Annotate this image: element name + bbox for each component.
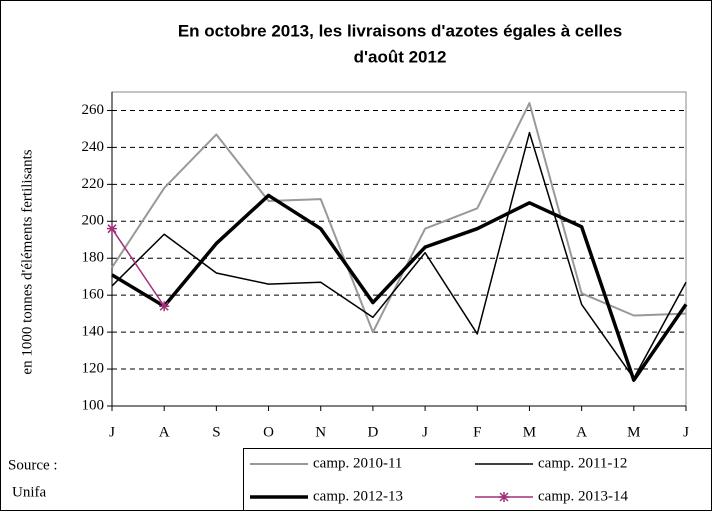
y-tick-label: 120: [82, 360, 105, 376]
x-tick-label: D: [367, 424, 378, 440]
legend-label: camp. 2013-14: [538, 488, 628, 504]
series-line: [111, 131, 687, 380]
point-marker: [159, 301, 170, 312]
legend-label: camp. 2012-13: [313, 488, 403, 504]
y-tick-label: 200: [82, 213, 105, 229]
x-tick-label: M: [523, 424, 536, 440]
series-line: [111, 102, 687, 334]
y-axis-label: en 1000 tonnes d'éléments fertilisants: [19, 149, 35, 374]
source-label: Source :: [8, 457, 58, 473]
y-tick-label: 160: [82, 287, 105, 303]
legend-marker: [499, 492, 509, 502]
y-tick-label: 220: [82, 176, 105, 192]
y-tick-label: 140: [82, 324, 105, 340]
y-tick-label: 100: [82, 397, 105, 413]
x-tick-label: A: [159, 424, 170, 440]
source: Unifa: [12, 484, 46, 500]
x-tick-label: J: [683, 424, 689, 440]
x-tick-label: M: [627, 424, 640, 440]
x-tick-label: S: [212, 424, 220, 440]
x-tick-label: J: [109, 424, 115, 440]
y-tick-label: 240: [82, 139, 105, 155]
x-tick-label: J: [422, 424, 428, 440]
chart-title: d'août 2012: [354, 47, 447, 66]
legend-label: camp. 2010-11: [313, 455, 402, 471]
x-tick-label: A: [576, 424, 587, 440]
x-tick-label: F: [473, 424, 481, 440]
y-tick-label: 260: [82, 102, 105, 118]
legend-label: camp. 2011-12: [538, 455, 627, 471]
chart-title: En octobre 2013, les livraisons d'azotes…: [178, 21, 622, 40]
series-line: [111, 228, 165, 307]
legend-box: [243, 448, 712, 511]
y-tick-label: 180: [82, 250, 105, 266]
point-marker: [107, 223, 117, 234]
series-line: [111, 193, 688, 382]
x-tick-label: O: [263, 424, 274, 440]
x-tick-label: N: [315, 424, 326, 440]
